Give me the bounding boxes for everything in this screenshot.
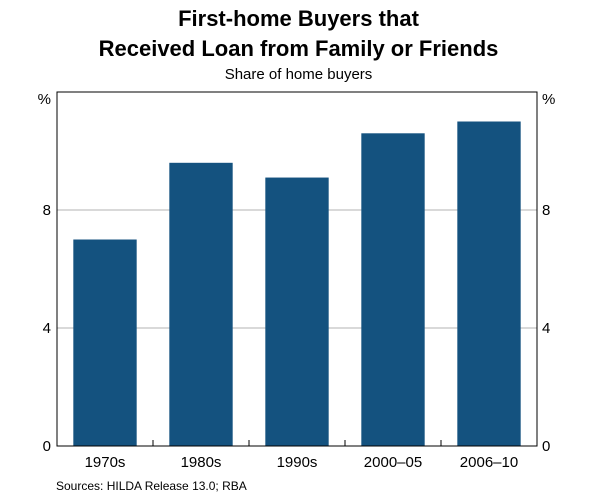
y-unit-left: % — [38, 91, 51, 108]
chart-source: Sources: HILDA Release 13.0; RBA — [56, 479, 247, 493]
bar — [457, 121, 521, 446]
x-tick-label: 1980s — [181, 454, 222, 471]
y-tick-label-right: 4 — [542, 320, 550, 337]
y-tick-label-left: 8 — [43, 202, 51, 219]
x-tick-label: 2006–10 — [460, 454, 518, 471]
x-tick-label: 1990s — [277, 454, 318, 471]
chart-title-line-1: First-home Buyers that — [178, 6, 419, 31]
plot-frame — [56, 91, 538, 447]
x-tick-label: 2000–05 — [364, 454, 422, 471]
y-unit-right: % — [542, 91, 555, 108]
bar — [361, 133, 425, 447]
y-tick-label-right: 8 — [542, 202, 550, 219]
chart-title-line-2: Received Loan from Family or Friends — [98, 36, 499, 61]
y-tick-label-left: 4 — [43, 320, 51, 337]
y-tick-label-left: 0 — [43, 438, 51, 455]
bar — [73, 239, 137, 446]
x-tick-label: 1970s — [85, 454, 126, 471]
y-tick-label-right: 0 — [542, 438, 550, 455]
bar — [169, 162, 233, 447]
bar — [265, 177, 329, 447]
chart-subtitle: Share of home buyers — [224, 66, 373, 83]
